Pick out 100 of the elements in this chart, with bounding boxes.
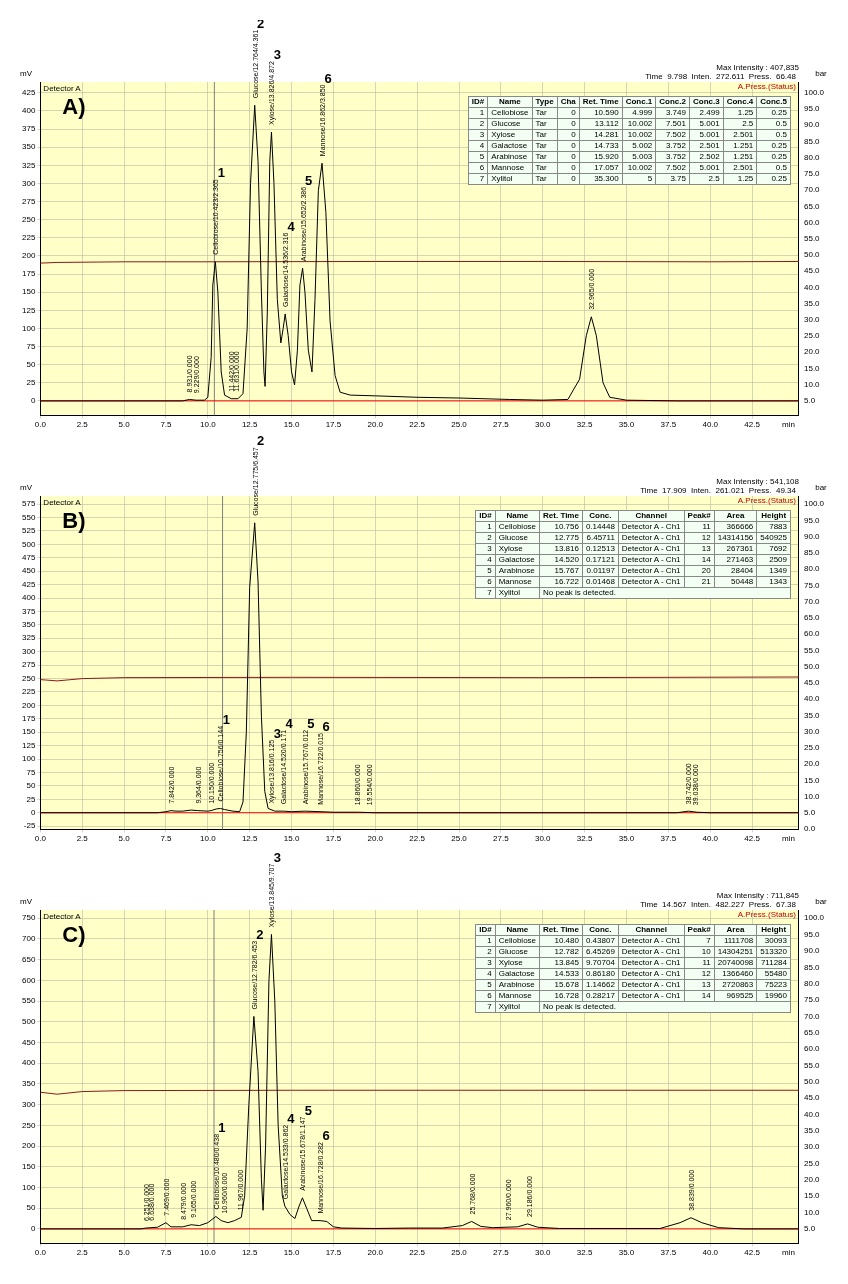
text: 5 Arabinose Tar 0 15.920 5.003 3.752 2.502 1.251 0.25 bbox=[479, 152, 787, 161]
x-tick-label: 37.5 bbox=[660, 1248, 677, 1258]
x-tick-label: 15.0 bbox=[283, 1248, 300, 1258]
y-tick-label: 500 bbox=[21, 539, 36, 549]
x-axis-title: min bbox=[782, 1248, 795, 1258]
annotation: 2 bbox=[256, 926, 264, 942]
text: 3 bbox=[273, 849, 282, 865]
x-axis-title: min bbox=[782, 420, 795, 430]
annotation: 2 bbox=[475, 532, 496, 544]
y2-tick-label: 70.0 bbox=[803, 1011, 821, 1021]
x-tick-label: 10.0 bbox=[200, 834, 217, 844]
y-tick-label: 575 bbox=[21, 499, 36, 509]
y2-tick-label: 100.0 bbox=[803, 913, 825, 923]
x-tick-label: 27.5 bbox=[493, 834, 510, 844]
y2-tick-label: 55.0 bbox=[803, 1060, 821, 1070]
text: Max Intensity : 407,835 bbox=[716, 63, 800, 72]
text: ID# Name Type Cha Ret. Time Conc.1 Conc.2 Conc.3 Conc.4 Conc.5 bbox=[471, 97, 787, 106]
y2-tick-label: 75.0 bbox=[803, 169, 821, 179]
y-tick-label: 175 bbox=[21, 714, 36, 724]
x-tick-label: 2.5 bbox=[76, 420, 89, 430]
annotation: A.Press.(Status) bbox=[737, 910, 797, 919]
y-tick-label: 250 bbox=[21, 1120, 36, 1130]
x-tick-label: 12.5 bbox=[241, 420, 259, 430]
y2-tick-label: 80.0 bbox=[803, 564, 821, 574]
y-tick-label: 100 bbox=[21, 1182, 36, 1192]
x-tick-label: 20.0 bbox=[367, 1248, 384, 1258]
annotation: A.Press.(Status) bbox=[737, 82, 797, 91]
y2-tick-label: 70.0 bbox=[803, 185, 821, 195]
x-tick-label: 0.0 bbox=[34, 834, 47, 844]
y2-tick-label: 5.0 bbox=[803, 808, 816, 818]
y-tick-label: 100 bbox=[21, 754, 36, 764]
y-tick-label: 175 bbox=[21, 269, 36, 279]
y2-tick-label: 45.0 bbox=[803, 266, 821, 276]
x-tick-label: 0.0 bbox=[34, 1248, 47, 1258]
y2-tick-label: 40.0 bbox=[803, 282, 821, 292]
annotation: 5 bbox=[304, 1102, 313, 1118]
text: B) bbox=[62, 508, 86, 533]
x-tick-label: 17.5 bbox=[325, 834, 342, 844]
text: 2 bbox=[257, 433, 265, 449]
y2-tick-label: 80.0 bbox=[803, 978, 821, 988]
y-tick-label: 50 bbox=[26, 1203, 36, 1213]
y2-tick-label: 100.0 bbox=[803, 499, 825, 509]
annotation: 1 bbox=[217, 165, 225, 181]
text: 5 Arabinose 15.678 1.14662 Detector A - Ch1 13 2720863 75223 bbox=[487, 980, 787, 989]
x-tick-label: 32.5 bbox=[576, 420, 593, 430]
text: 3 bbox=[273, 47, 282, 63]
annotation: 3 bbox=[468, 129, 488, 141]
annotation: 3 bbox=[475, 957, 496, 969]
y-tick-label: 400 bbox=[21, 593, 36, 603]
y2-tick-label: 25.0 bbox=[803, 743, 821, 753]
text: 1 Cellobiose 10.756 0.14448 Detector A - Ch1 11 366666 7883 bbox=[487, 522, 787, 531]
annotation: 4 bbox=[285, 715, 294, 731]
y2-tick-label: 95.0 bbox=[803, 515, 821, 525]
x-tick-label: 7.5 bbox=[160, 1248, 173, 1258]
x-tick-label: 2.5 bbox=[76, 834, 89, 844]
y-tick-label: 200 bbox=[21, 1141, 36, 1151]
x-tick-label: 22.5 bbox=[409, 834, 426, 844]
y-tick-label: 375 bbox=[21, 606, 36, 616]
y-tick-label: 0 bbox=[30, 396, 36, 406]
y-tick-label: 375 bbox=[21, 124, 36, 134]
y-tick-label: 50 bbox=[26, 781, 36, 791]
x-tick-label: 10.0 bbox=[200, 420, 217, 430]
y-tick-label: 225 bbox=[21, 687, 36, 697]
y-tick-label: 250 bbox=[21, 214, 36, 224]
y2-tick-label: 35.0 bbox=[803, 298, 821, 308]
y2-tick-label: 65.0 bbox=[803, 1027, 821, 1037]
y-tick-label: 425 bbox=[21, 88, 36, 98]
y-tick-label: 650 bbox=[21, 954, 36, 964]
y-tick-label: 225 bbox=[21, 233, 36, 243]
y2-tick-label: 15.0 bbox=[803, 775, 821, 785]
text: Max Intensity : 711,845 bbox=[716, 891, 800, 900]
annotation: 4 bbox=[287, 1110, 296, 1126]
x-tick-label: 2.5 bbox=[76, 1248, 89, 1258]
y2-tick-label: 30.0 bbox=[803, 1142, 821, 1152]
y-tick-label: 0 bbox=[30, 1224, 36, 1234]
text: 4 Galactose 14.520 0.17121 Detector A - Ch1 14 271463 2509 bbox=[487, 555, 787, 564]
x-tick-label: 7.5 bbox=[160, 834, 173, 844]
annotation: Detector A bbox=[43, 84, 82, 93]
x-tick-label: 5.0 bbox=[118, 1248, 131, 1258]
y-tick-label: -25 bbox=[23, 821, 36, 831]
text: 6 Mannose 16.722 0.01468 Detector A - Ch1 21 50448 1343 bbox=[487, 577, 787, 586]
x-tick-label: 30.0 bbox=[534, 1248, 552, 1258]
text: 6 Mannose 16.728 0.28217 Detector A - Ch1 14 969525 19960 bbox=[487, 991, 787, 1000]
x-tick-label: 27.5 bbox=[493, 420, 510, 430]
text: 3 Xylose 13.816 0.12513 Detector A - Ch1 13 267361 7692 bbox=[487, 544, 787, 553]
annotation: 3 bbox=[273, 725, 282, 741]
x-tick-label: 5.0 bbox=[118, 834, 131, 844]
y-axis-title: mV bbox=[20, 897, 33, 906]
y2-tick-label: 85.0 bbox=[803, 136, 821, 146]
y-tick-label: 200 bbox=[21, 251, 36, 261]
y2-tick-label: 30.0 bbox=[803, 726, 821, 736]
annotation: 6 bbox=[324, 70, 332, 86]
x-tick-label: 42.5 bbox=[744, 1248, 761, 1258]
x-tick-label: 32.5 bbox=[576, 834, 593, 844]
x-tick-label: 7.5 bbox=[160, 420, 173, 430]
text: Xylose 13.845 9.70704 Detector A - Ch1 11 20740098 711284 bbox=[498, 958, 787, 967]
y2-tick-label: 10.0 bbox=[803, 1207, 821, 1217]
y2-tick-label: 60.0 bbox=[803, 629, 821, 639]
y2-tick-label: 5.0 bbox=[803, 1224, 816, 1234]
text: 4 Galactose 14.533 0.86180 Detector A - Ch1 12 1366460 55480 bbox=[487, 969, 787, 978]
